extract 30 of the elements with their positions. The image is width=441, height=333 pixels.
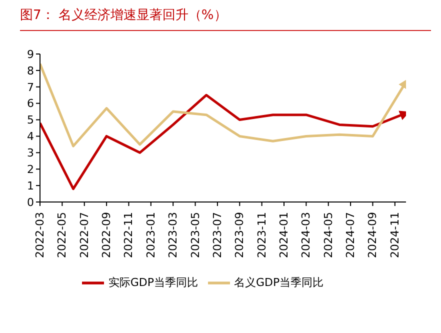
x-tick-label: 2023-07 (210, 212, 224, 258)
y-tick-label: 4 (27, 130, 34, 144)
x-tick-label: 2022-03 (34, 212, 46, 258)
x-tick-label: 2024-01 (278, 212, 290, 258)
x-tick-label: 2024-11 (388, 212, 402, 258)
x-tick-label: 2022-05 (56, 212, 69, 258)
x-tick-label: 2024-09 (366, 212, 380, 258)
x-tick-label: 2024-03 (300, 212, 313, 258)
y-tick-label: 9 (27, 48, 34, 61)
x-tick-label: 2023-03 (166, 212, 180, 258)
x-tick-label: 2023-09 (233, 212, 246, 258)
y-tick-label: 1 (27, 179, 34, 192)
y-tick-label: 0 (27, 196, 34, 209)
x-tick-label: 2022-07 (78, 212, 91, 258)
x-tick-label: 2024-07 (344, 212, 358, 258)
chart-title: 图7： 名义经济增速显著回升（%） (20, 8, 227, 23)
y-tick-label: 5 (27, 114, 34, 127)
y-tick-label: 8 (27, 64, 34, 78)
y-tick-label: 3 (27, 146, 34, 160)
x-tick-label: 2023-01 (144, 212, 158, 258)
x-tick-label: 2023-11 (255, 212, 268, 258)
x-tick-label: 2022-09 (100, 212, 114, 258)
y-tick-label: 6 (27, 97, 34, 110)
x-tick-label: 2024-05 (322, 212, 335, 258)
legend-label: 名义GDP当季同比 (234, 276, 324, 290)
x-tick-label: 2022-11 (122, 212, 136, 258)
legend-label: 实际GDP当季同比 (108, 276, 198, 290)
y-tick-label: 7 (27, 80, 34, 94)
y-tick-label: 2 (27, 163, 34, 176)
x-tick-label: 2023-05 (188, 212, 202, 258)
